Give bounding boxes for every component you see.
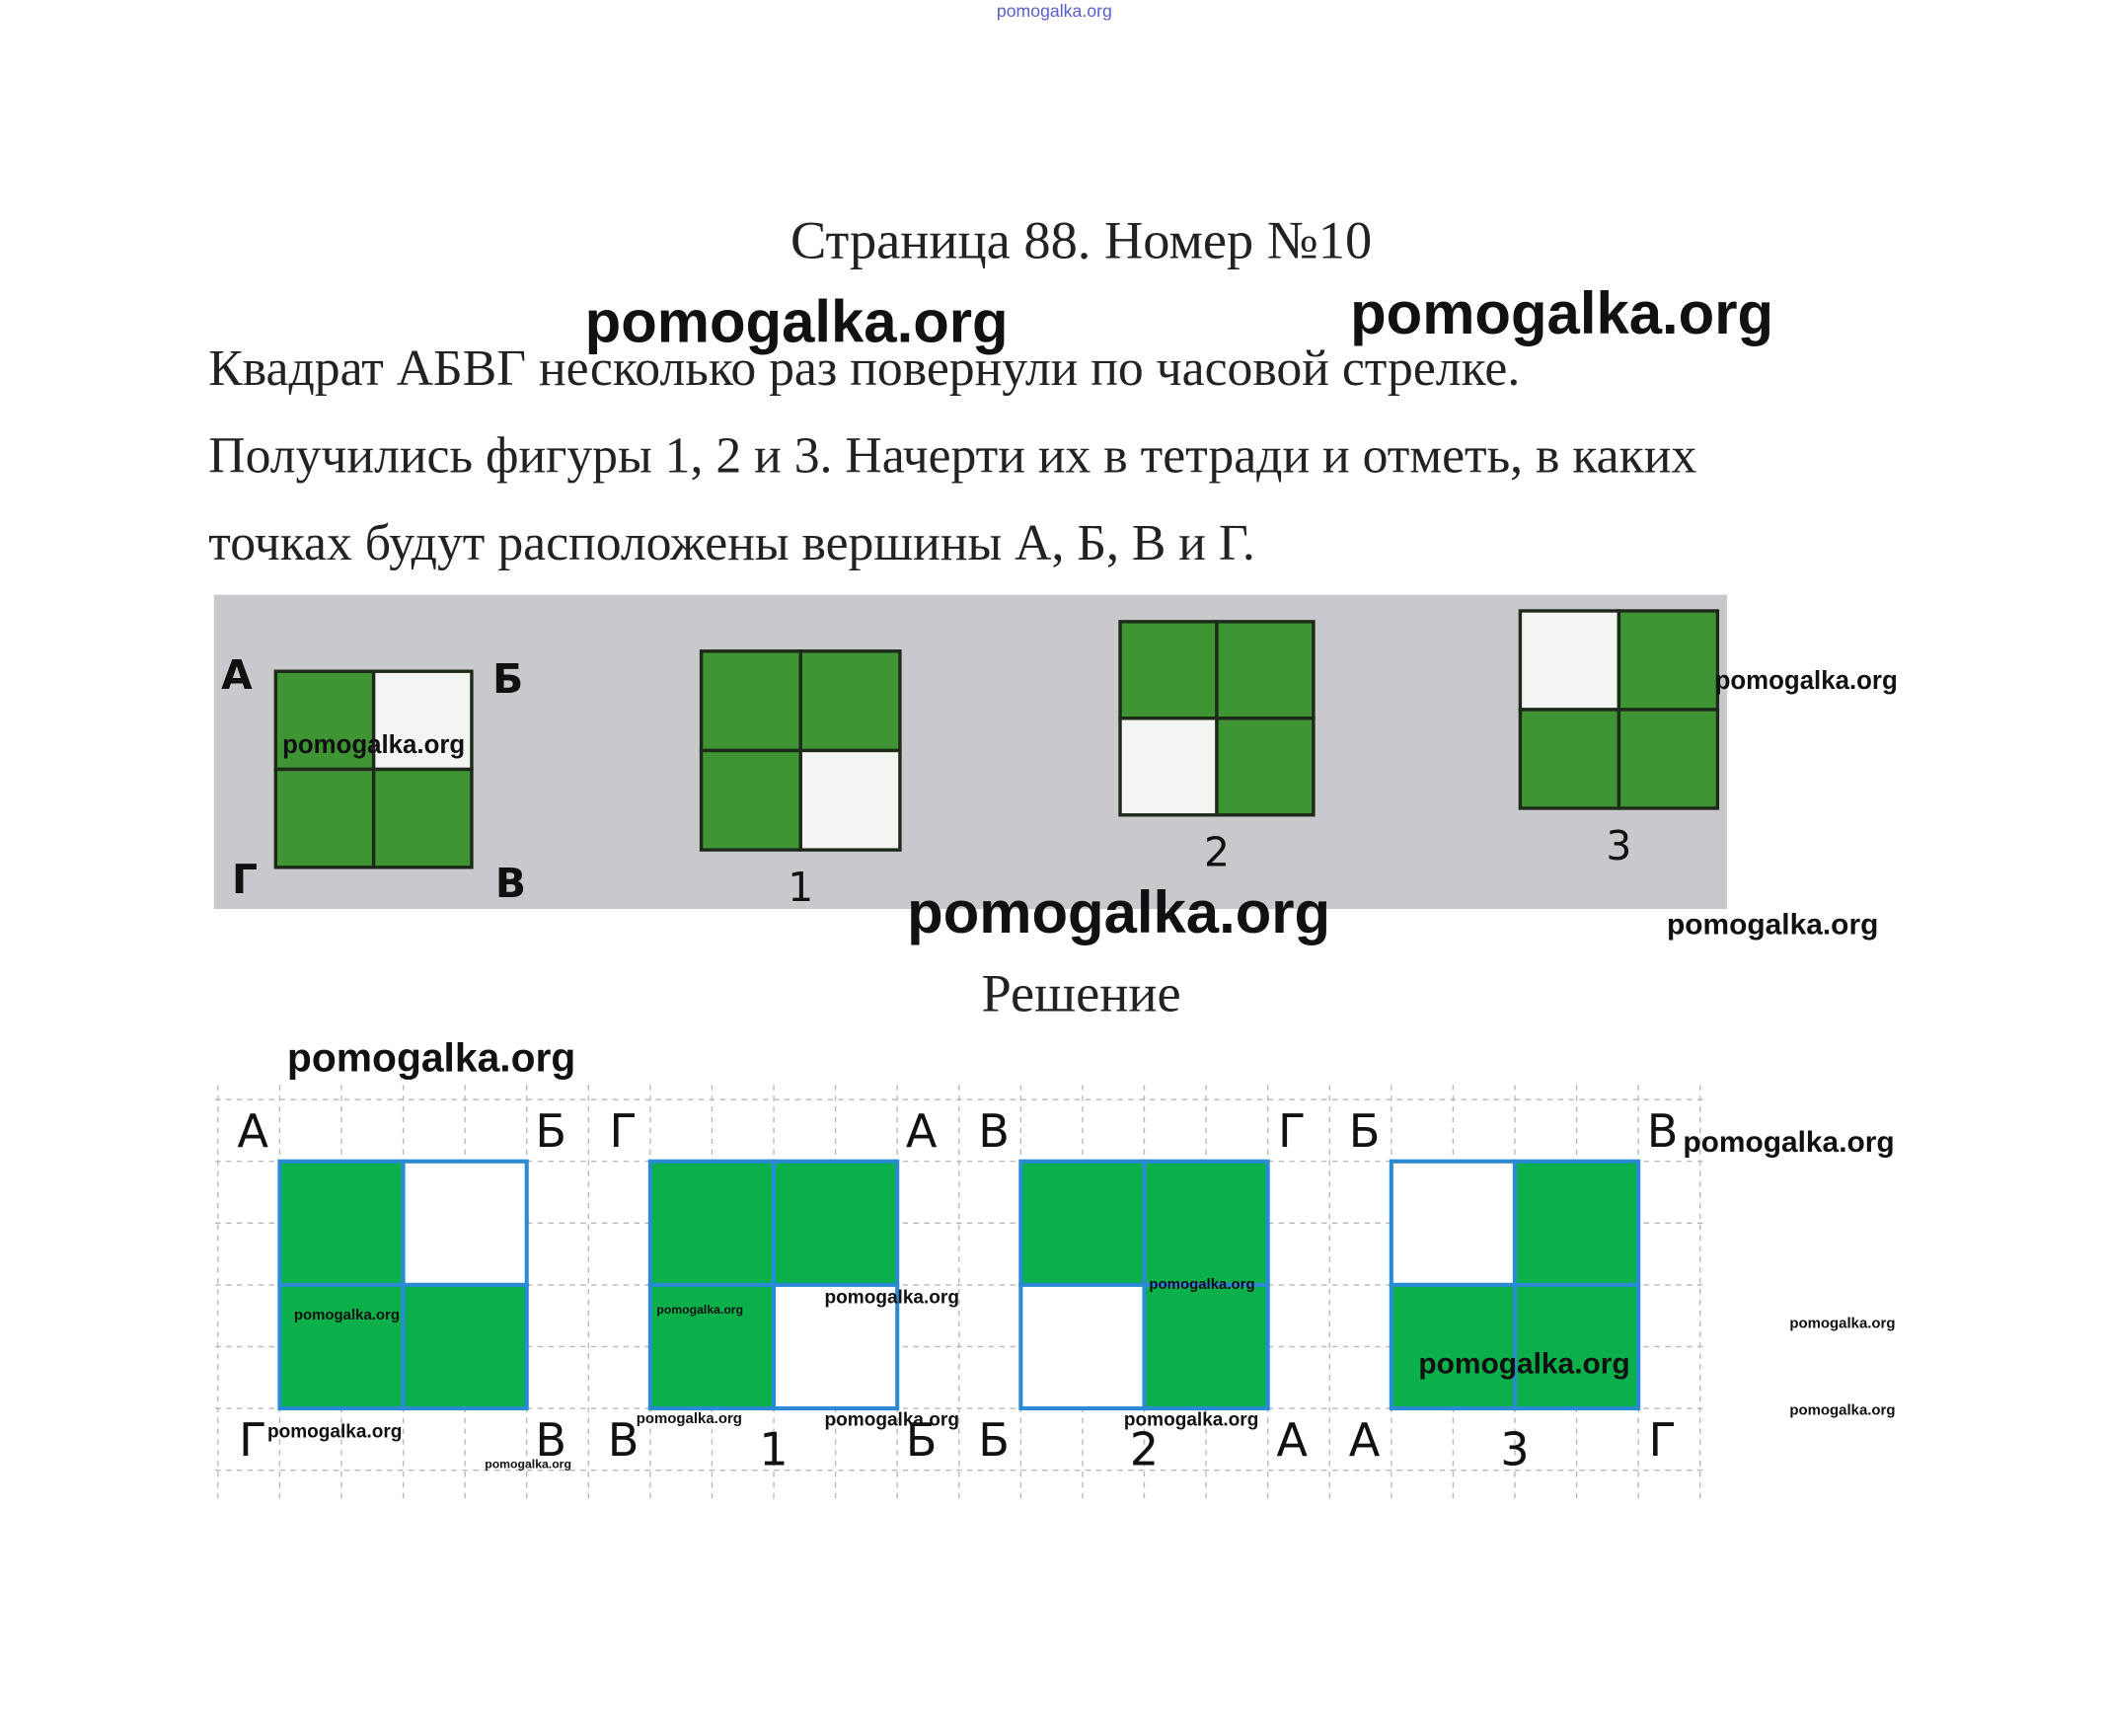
solution-cell	[401, 1159, 529, 1287]
watermark: pomogalka.org	[1149, 1276, 1254, 1293]
photo-vertex-label: Г	[232, 856, 258, 903]
photo-vertex-label: Б	[492, 655, 523, 703]
photo-vertex-label: В	[495, 860, 526, 907]
vertex-label: Б	[978, 1413, 1010, 1467]
photo-vertex-label: А	[221, 651, 253, 699]
photo-caption: 1	[788, 864, 813, 911]
solution-cell	[1018, 1282, 1147, 1411]
figure-caption: 2	[1130, 1422, 1159, 1475]
vertex-label: Г	[1278, 1104, 1306, 1158]
watermark: pomogalka.org	[294, 1307, 400, 1323]
watermark: pomogalka.org	[1667, 909, 1878, 942]
watermark: pomogalka.org	[825, 1288, 959, 1309]
watermark: pomogalka.org	[485, 1457, 571, 1471]
problem-line: Получились фигуры 1, 2 и 3. Начерти их в…	[208, 427, 1696, 484]
watermark: pomogalka.org	[267, 1422, 402, 1443]
watermark: pomogalka.org	[1789, 1402, 1895, 1419]
page-title: Страница 88. Номер №10	[790, 210, 1372, 269]
solution-cell	[277, 1159, 406, 1287]
watermark: pomogalka.org	[1789, 1315, 1895, 1331]
solution-cell	[401, 1282, 529, 1411]
photo-cell	[273, 767, 376, 869]
photo-cell	[699, 748, 802, 852]
watermark: pomogalka.org	[282, 731, 465, 759]
watermark: pomogalka.org	[656, 1303, 743, 1317]
watermark: pomogalka.org	[1350, 280, 1773, 346]
photo-cell	[1215, 717, 1316, 817]
photo-cell	[1215, 620, 1316, 720]
photo-cell	[371, 767, 474, 869]
photo-cell	[699, 649, 802, 753]
vertex-label: В	[978, 1104, 1010, 1158]
solution-cell	[1142, 1159, 1270, 1287]
figure-caption: 1	[759, 1422, 788, 1475]
solution-cell	[647, 1282, 777, 1411]
watermark: pomogalka.org	[637, 1410, 742, 1427]
solution-cell	[277, 1282, 406, 1411]
photo-cell	[1118, 717, 1219, 817]
watermark: pomogalka.org	[1124, 1409, 1258, 1430]
solution-cell	[1389, 1159, 1518, 1287]
vertex-label: Г	[1649, 1413, 1677, 1467]
watermark: pomogalka.org	[1683, 1126, 1894, 1159]
photo-cell	[273, 669, 376, 772]
vertex-label: Б	[535, 1104, 566, 1158]
site-link[interactable]: pomogalka.org	[997, 1, 1112, 21]
figure-caption: 3	[1500, 1422, 1529, 1475]
solution-cell	[771, 1159, 900, 1287]
vertex-label: Г	[610, 1104, 638, 1158]
vertex-label: Б	[1349, 1104, 1381, 1158]
solution-cell	[771, 1282, 900, 1411]
solution-cell	[1018, 1159, 1147, 1287]
photo-caption: 3	[1606, 822, 1631, 869]
watermark: pomogalka.org	[907, 879, 1330, 945]
vertex-label: А	[1349, 1413, 1381, 1467]
watermark: pomogalka.org	[1418, 1347, 1629, 1380]
solution-cell	[1512, 1159, 1641, 1287]
photo-cell	[1518, 609, 1621, 712]
watermark: pomogalka.org	[1715, 667, 1898, 695]
vertex-label: В	[1647, 1104, 1679, 1158]
vertex-label: А	[237, 1104, 268, 1158]
vertex-label: А	[1276, 1413, 1308, 1467]
photo-cell	[1617, 609, 1720, 712]
watermark: pomogalka.org	[825, 1409, 959, 1430]
solution-title: Решение	[982, 964, 1181, 1023]
watermark: pomogalka.org	[287, 1034, 575, 1080]
photo-cell	[1617, 708, 1720, 810]
vertex-label: Б	[906, 1413, 938, 1467]
watermark: pomogalka.org	[585, 288, 1009, 354]
problem-line: Квадрат АБВГ несколько раз повернули по …	[208, 340, 1520, 397]
solution-cell	[1512, 1282, 1641, 1411]
vertex-label: Г	[239, 1413, 266, 1467]
problem-line: точках будут расположены вершины А, Б, В…	[208, 515, 1255, 571]
photo-cell	[1118, 620, 1219, 720]
photo-cell	[1518, 708, 1621, 810]
vertex-label: А	[906, 1104, 938, 1158]
solution-cell	[1142, 1282, 1270, 1411]
vertex-label: В	[608, 1413, 639, 1467]
solution-cell	[647, 1159, 777, 1287]
photo-cell	[798, 649, 902, 753]
photo-cell	[798, 748, 902, 852]
vertex-label: В	[535, 1413, 566, 1467]
photo-caption: 2	[1204, 829, 1230, 876]
